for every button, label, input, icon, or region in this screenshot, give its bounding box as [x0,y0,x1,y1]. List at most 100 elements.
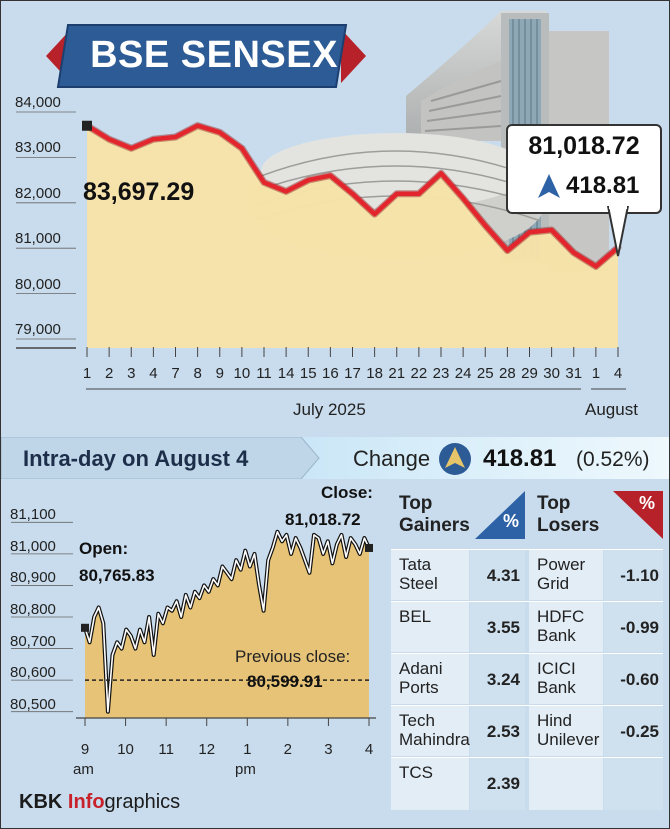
change-label: Change [353,446,431,471]
data-point [594,264,598,268]
gainer-value-cell [470,706,525,756]
area-fill [87,125,618,348]
table-row: BEL 3.55 HDFC Bank -0.99 [391,601,663,652]
y-tick-label: 83,000 [15,139,61,157]
intraday-line [84,531,370,713]
gainers-header: Top Gainers % [391,487,525,547]
sensex-monthly-chart [16,111,626,390]
intraday-y-tick-label: 80,500 [10,695,56,713]
data-point [351,192,354,196]
footer-brand: KBK Infographics [19,791,180,814]
loser-value: -1.10 [620,566,659,585]
gainer-name-cell [391,706,469,756]
loser-value-cell [604,550,663,600]
x-tick-label: 22 [410,365,428,382]
data-point [439,171,443,175]
x-tick-label: 9 [215,365,224,382]
x-tick-label: 14 [277,365,295,382]
data-point [284,189,288,193]
data-point [151,137,155,141]
gainer-name-cell [391,550,469,600]
y-tick-label: 79,000 [15,321,61,338]
main-chart-axes [16,347,626,390]
loser-name-cell [529,654,603,704]
x-tick-label: 8 [193,365,202,382]
intraday-x-tick-label: 9 [80,741,90,758]
loser-name-cell [529,706,603,756]
x-tick-label: 25 [476,365,494,382]
gainer-value: 4.31 [486,566,520,585]
intraday-y-tick-label: 80,600 [10,664,56,682]
callout-pointer [606,206,630,257]
loser-value-cell [604,706,663,756]
x-tick-label: 4 [149,365,158,382]
intraday-y-tick-label: 80,700 [10,632,56,650]
data-point [505,248,509,252]
data-point [572,251,576,255]
table-row: TCS 2.39 [391,757,663,810]
gainer-value: 3.55 [486,618,520,637]
data-point [395,192,399,196]
title-banner: BSE SENSEX [69,23,359,87]
gainer-name: Tata Steel [399,555,438,593]
end-change-label: 418.81 [566,172,640,199]
brand-graphics: graphics [104,791,181,813]
data-point [107,137,111,141]
x-tick-label: 2 [104,365,114,382]
data-point [328,174,332,178]
loser-name: ICICI Bank [537,659,576,697]
intraday-y-tick-label: 81,000 [10,537,56,555]
gainer-value: 3.24 [486,670,520,689]
losers-percent-badge [613,491,663,539]
intraday-y-tick-label: 80,800 [10,601,56,618]
title-banner-shape [46,24,366,88]
start-value-label: 83,697.29 [83,178,195,206]
pm-label: pm [235,761,256,778]
loser-value: -0.25 [620,722,659,741]
july-label: July 2025 [293,400,366,419]
x-tick-label: 29 [521,365,538,382]
loser-value: -0.99 [620,618,659,637]
am-label: am [73,761,94,778]
x-tick-label: 21 [388,365,406,382]
previous-close-value: 80,599.91 [247,672,323,691]
data-point [174,135,177,139]
intraday-y-tick-label: 81,100 [10,506,56,524]
up-triangle-icon [439,443,471,475]
losers-title: Top Losers [537,493,600,536]
up-arrow-icon [538,174,560,198]
intraday-chart [11,521,376,726]
x-tick-label: 15 [299,365,317,382]
intraday-x-tick-label: 11 [158,741,174,758]
data-point [483,224,487,227]
august-label: August [585,400,638,419]
table-row: Tata Steel 4.31 Power Grid -1.10 [391,549,663,600]
data-point [417,192,421,196]
x-tick-label: 1 [591,365,601,382]
gainer-value-cell [470,550,525,600]
x-tick-label: 11 [256,365,272,382]
loser-name-cell [529,602,603,652]
y-tick-label: 84,000 [15,94,61,111]
data-point [306,178,310,182]
close-label: Close: [321,483,373,502]
loser-value-cell [604,758,663,810]
y-tick-label: 80,000 [15,275,61,293]
x-tick-label: 30 [543,365,560,382]
data-point [196,124,200,128]
open-label: Open: [79,539,129,558]
x-tick-label: 23 [432,365,450,382]
intraday-title-tab [1,437,320,479]
losers-header: Top Losers % [529,487,663,547]
start-marker [82,120,92,131]
close-value: 81,018.72 [285,510,361,529]
intraday-x-tick-label: 10 [117,741,134,758]
gainer-value: 2.53 [486,722,520,741]
data-point [550,228,554,232]
intraday-x-tick-label: 2 [283,741,293,758]
intraday-x-tick-label: 3 [324,741,333,758]
page-title: BSE SENSEX [90,34,338,76]
gainer-name-cell [391,602,469,652]
data-point [262,180,266,184]
change-value: 418.81 [483,445,557,472]
